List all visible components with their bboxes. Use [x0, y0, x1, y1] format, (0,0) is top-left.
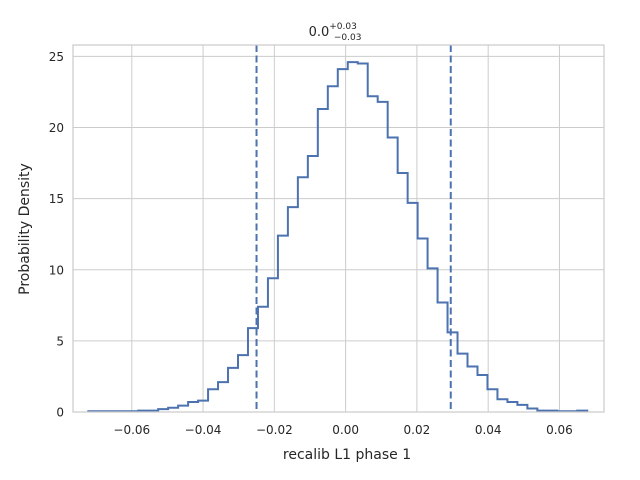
x-tick-label: 0.04	[475, 423, 502, 437]
x-tick-label: 0.00	[332, 423, 359, 437]
y-tick-label: 10	[49, 263, 64, 277]
x-tick-label: 0.06	[546, 423, 573, 437]
y-tick-label: 25	[49, 50, 64, 64]
y-tick-label: 20	[49, 121, 64, 135]
x-axis-label: recalib L1 phase 1	[283, 447, 411, 463]
y-tick-label: 5	[56, 334, 64, 348]
chart-title-sup: +0.03	[329, 22, 357, 32]
y-tick-label: 0	[56, 406, 64, 420]
x-tick-label: −0.02	[256, 423, 293, 437]
x-tick-labels: −0.06 −0.04 −0.02 0.00 0.02 0.04 0.06	[113, 423, 572, 437]
x-tick-label: −0.06	[113, 423, 150, 437]
y-axis-label: Probability Density	[17, 163, 33, 295]
histogram-step-line	[87, 61, 589, 413]
plot-area	[87, 45, 589, 413]
x-tick-label: 0.02	[404, 423, 431, 437]
chart-title: 0.0+0.03 −0.03	[309, 22, 362, 43]
x-tick-label: −0.04	[185, 423, 222, 437]
axes-frame	[72, 44, 605, 413]
chart-title-sub: −0.03	[334, 33, 362, 43]
chart-title-base: 0.0	[309, 25, 330, 40]
y-tick-labels: 0 5 10 15 20 25	[49, 50, 64, 420]
y-tick-label: 15	[49, 192, 64, 206]
